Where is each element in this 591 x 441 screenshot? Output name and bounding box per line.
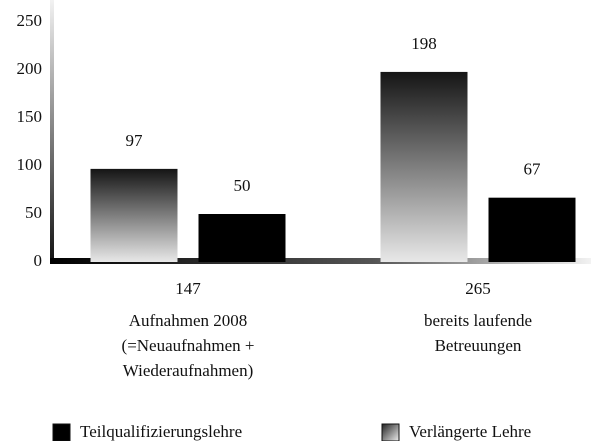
y-tick-label: 250 <box>17 11 43 30</box>
bar <box>90 168 178 262</box>
legend-label: Teilqualifizierungslehre <box>80 422 242 441</box>
x-tick-label: bereits laufende Betreuungen <box>423 311 533 355</box>
category-total: 265 <box>465 279 491 298</box>
y-tick-label: 200 <box>17 59 43 78</box>
value-label: 67 <box>524 160 542 179</box>
y-tick-label: 150 <box>17 107 43 126</box>
y-axis <box>50 0 54 264</box>
x-axis <box>50 258 591 264</box>
x-tick-label: Aufnahmen 2008 (=Neuaufnahmen + Wiederau… <box>121 311 255 380</box>
bar <box>488 197 576 262</box>
value-label: 97 <box>126 131 144 150</box>
legend-swatch <box>52 423 71 441</box>
bar <box>380 71 468 262</box>
bar <box>198 214 286 262</box>
legend-swatch <box>381 423 400 441</box>
y-tick-label: 100 <box>17 155 43 174</box>
legend-label: Verlängerte Lehre <box>409 422 531 441</box>
value-label: 50 <box>234 176 251 195</box>
y-tick-label: 0 <box>34 251 43 270</box>
y-tick-label: 50 <box>25 203 42 222</box>
category-total: 147 <box>175 279 201 298</box>
value-label: 198 <box>411 34 437 53</box>
